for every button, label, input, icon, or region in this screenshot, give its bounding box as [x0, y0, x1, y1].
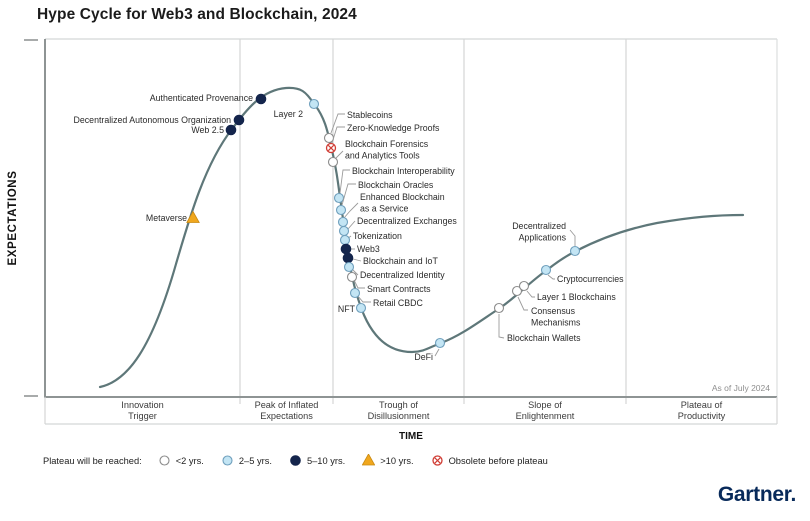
- connector-line: [356, 294, 371, 303]
- gartner-logo: Gartner.: [717, 483, 796, 506]
- point-nft: NFT: [338, 302, 367, 314]
- phase-label: Plateau of Productivity: [678, 400, 726, 421]
- legend-label: Obsolete before plateau: [448, 455, 548, 466]
- legend-item-obsolete: Obsolete before plateau: [431, 454, 548, 467]
- connector-line: [569, 229, 576, 246]
- point-decentralized-identity: Decentralized Identity: [343, 261, 445, 280]
- phase-label: Trough of Disillusionment: [368, 400, 430, 421]
- connector-line: [517, 296, 528, 311]
- point-blockchain-oracles: Blockchain Oracles: [335, 180, 434, 216]
- point-label: Smart Contracts: [367, 284, 431, 294]
- point-decentralized-applications: Decentralized Applications: [512, 221, 581, 257]
- connector-line: [353, 279, 365, 289]
- legend-marker-gt10: [362, 454, 376, 466]
- point-label: Blockchain Interoperability: [352, 166, 455, 176]
- point-label: Blockchain Oracles: [358, 180, 434, 190]
- legend-item-y2_5: 2–5 yrs.: [221, 454, 272, 467]
- legend-title: Plateau will be reached:: [43, 455, 142, 466]
- connector-line: [341, 183, 356, 206]
- point-label: Decentralized Applications: [512, 221, 566, 243]
- point-blockchain-interoperability: Blockchain Interoperability: [333, 166, 455, 204]
- connector-line: [498, 314, 505, 339]
- phase-labels: Innovation Trigger Peak of Inflated Expecta…: [121, 400, 725, 421]
- point-zero-knowledge-proofs: Zero-Knowledge Proofs: [325, 123, 440, 154]
- point-cryptocurrencies: Cryptocurrencies: [540, 264, 624, 284]
- plot-frame: [24, 38, 778, 425]
- point-consensus-mechanisms: Consensus Mechanisms: [511, 285, 581, 328]
- connector-line: [331, 126, 345, 144]
- point-blockchain-and-iot: Blockchain and IoT: [342, 252, 438, 266]
- legend-marker-y5_10: [290, 455, 301, 466]
- point-label: Blockchain Forensics and Analytics Tools: [345, 139, 429, 161]
- x-axis-label: TIME: [399, 431, 423, 442]
- phase-dividers: [239, 39, 627, 404]
- point-label: Web3: [357, 244, 380, 254]
- connector-line: [547, 274, 555, 280]
- legend-item-gt10: >10 yrs.: [362, 454, 414, 467]
- connector-line: [339, 169, 350, 194]
- point-label: Layer 1 Blockchains: [537, 292, 616, 302]
- point-blockchain-forensics-and-analytics-tools: Blockchain Forensics and Analytics Tools: [327, 139, 429, 168]
- phase-label: Peak of Inflated Expectations: [255, 400, 319, 421]
- legend-items: <2 yrs. 2–5 yrs. 5–10 yrs. >10 yrs. Obsolete…: [158, 454, 548, 467]
- point-label: NFT: [338, 304, 356, 314]
- connector-line: [343, 202, 359, 219]
- point-tokenization: Tokenization: [339, 231, 402, 246]
- point-retail-cbdc: Retail CBDC: [349, 287, 424, 308]
- point-label: Cryptocurrencies: [557, 274, 624, 284]
- point-label: Decentralized Identity: [360, 270, 445, 280]
- connector-line: [434, 348, 440, 357]
- point-label: Enhanced Blockchain as a Service: [360, 192, 445, 214]
- point-label: Retail CBDC: [373, 298, 424, 308]
- connector-line: [352, 258, 362, 262]
- point-blockchain-wallets: Blockchain Wallets: [493, 302, 581, 343]
- phase-label: Innovation Trigger: [121, 400, 163, 421]
- connector-line: [347, 220, 356, 230]
- legend: Plateau will be reached: <2 yrs. 2–5 yrs.…: [43, 454, 548, 467]
- point-label: Blockchain and IoT: [363, 256, 438, 266]
- y-axis-label: EXPECTATIONS: [7, 171, 19, 266]
- point-label: Blockchain Wallets: [507, 333, 581, 343]
- point-defi: DeFi: [414, 337, 446, 362]
- legend-item-y5_10: 5–10 yrs.: [289, 454, 345, 467]
- point-label: Authenticated Provenance: [150, 93, 253, 103]
- legend-label: <2 yrs.: [175, 455, 204, 466]
- point-metaverse: Metaverse: [146, 210, 200, 223]
- point-stablecoins: Stablecoins: [323, 110, 393, 144]
- point-label: Web 2.5: [191, 125, 224, 135]
- point-decentralized-exchanges: Decentralized Exchanges: [338, 216, 457, 237]
- point-smart-contracts: Smart Contracts: [346, 271, 431, 294]
- point-layer-2: Layer 2: [274, 98, 320, 119]
- legend-label: >10 yrs.: [380, 455, 414, 466]
- page-title: Hype Cycle for Web3 and Blockchain, 2024: [37, 6, 357, 23]
- as-of-note: As of July 2024: [712, 383, 770, 393]
- connector-line: [526, 290, 535, 298]
- point-layer-1-blockchains: Layer 1 Blockchains: [518, 280, 616, 302]
- point-web-2-5: Web 2.5: [191, 124, 237, 136]
- point-label: Zero-Knowledge Proofs: [347, 123, 440, 133]
- point-label: Decentralized Autonomous Organization: [74, 115, 232, 125]
- legend-marker-obsolete: [431, 455, 443, 466]
- point-web3: Web3: [340, 243, 380, 255]
- legend-label: 2–5 yrs.: [238, 455, 272, 466]
- point-authenticated-provenance: Authenticated Provenance: [150, 93, 267, 105]
- connector-line: [330, 113, 345, 134]
- point-decentralized-autonomous-organization: Decentralized Autonomous Organization: [74, 114, 245, 126]
- point-label: Consensus Mechanisms: [531, 306, 581, 328]
- point-label: Tokenization: [353, 231, 402, 241]
- phase-label: Slope of Enlightenment: [516, 400, 575, 421]
- connector-line: [334, 150, 344, 160]
- legend-item-lt2: <2 yrs.: [158, 454, 204, 467]
- point-label: Metaverse: [146, 213, 187, 223]
- legend-marker-lt2: [159, 455, 170, 466]
- point-label: Decentralized Exchanges: [357, 216, 457, 226]
- point-label: DeFi: [414, 352, 433, 362]
- legend-marker-y2_5: [222, 455, 233, 466]
- point-label: Stablecoins: [347, 110, 393, 120]
- legend-label: 5–10 yrs.: [306, 455, 346, 466]
- point-label: Layer 2: [274, 109, 303, 119]
